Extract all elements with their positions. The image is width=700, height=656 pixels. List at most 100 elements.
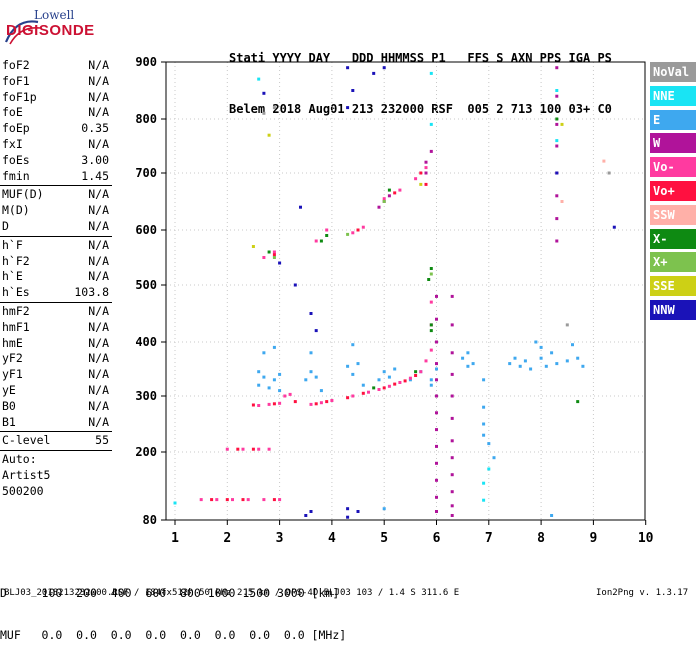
echo-point-x- — [272, 256, 276, 259]
echo-point-vo- — [225, 498, 229, 502]
autoscale-label: Auto: — [2, 452, 37, 467]
echo-point-vo- — [278, 498, 282, 502]
param-row: hmF2 N/A — [0, 304, 112, 320]
echo-point-nne — [487, 467, 491, 471]
param-value: 55 — [95, 433, 109, 448]
echo-point-vo- — [414, 374, 418, 377]
echo-point-e — [278, 372, 282, 376]
echo-point-nnw — [262, 91, 266, 95]
echo-point-e — [550, 351, 554, 355]
echo-point-noval — [272, 106, 276, 110]
echo-point-nne — [257, 77, 261, 81]
param-value: 103.8 — [74, 285, 109, 300]
echo-point-e — [408, 378, 412, 382]
echo-point-sse — [560, 122, 564, 126]
param-value: 1.45 — [81, 168, 109, 183]
echo-point-x- — [319, 239, 323, 243]
param-value: 0.35 — [81, 121, 109, 136]
echo-point-nnw — [309, 510, 313, 513]
param-row: fmin 1.45 — [0, 169, 112, 185]
param-row: foEp 0.35 — [0, 121, 112, 137]
echo-point-e — [272, 378, 276, 382]
echo-point-nnw — [382, 66, 386, 70]
echo-point-e — [257, 370, 261, 374]
echo-point-w — [435, 362, 438, 366]
echo-point-w — [450, 514, 454, 517]
param-name: foE — [2, 105, 23, 120]
param-name: C-level — [2, 433, 51, 448]
y-tick-label: 700 — [135, 166, 157, 180]
echo-point-w — [429, 149, 433, 153]
param-row: yE N/A — [0, 383, 112, 399]
echo-point-nnw — [346, 507, 350, 511]
logo-text-top: Lowell — [34, 8, 75, 22]
echo-point-e — [471, 362, 475, 366]
param-row: foE N/A — [0, 105, 112, 121]
echo-point-vo- — [246, 498, 250, 502]
echo-point-vo- — [429, 348, 433, 352]
echo-point-vo- — [283, 394, 287, 398]
separator — [0, 235, 112, 237]
echo-point-vo- — [251, 447, 255, 451]
param-value: N/A — [88, 398, 109, 413]
echo-point-x- — [325, 234, 329, 237]
echo-point-nnw — [346, 106, 350, 110]
echo-point-vo- — [225, 447, 229, 451]
param-row: hmF1 N/A — [0, 320, 112, 336]
param-value: N/A — [88, 335, 109, 350]
echo-point-vo- — [408, 376, 412, 380]
echo-point-w — [424, 171, 428, 175]
param-row: h`E N/A — [0, 269, 112, 285]
echo-point-vo- — [272, 402, 276, 406]
echo-point-vo- — [262, 256, 266, 259]
echo-point-e — [382, 507, 386, 511]
axis-ticks: 1 2 3 4 5 6 7 8 9 10 80 200 300 400 500 600 700 800 900 — [135, 55, 653, 546]
echo-point-nnw — [304, 514, 308, 517]
param-name: B0 — [2, 398, 16, 413]
echo-point-w — [450, 323, 454, 327]
echo-point-vo- — [272, 498, 276, 502]
param-row: yF1 N/A — [0, 367, 112, 383]
param-name: hmE — [2, 335, 23, 350]
echo-point-vo- — [278, 401, 282, 405]
echo-point-w — [450, 351, 454, 355]
echo-point-e — [309, 351, 313, 355]
param-name: B1 — [2, 414, 16, 429]
param-name: yE — [2, 382, 16, 397]
echo-point-vo- — [424, 182, 428, 186]
echo-point-vo- — [241, 447, 245, 451]
echo-point-w — [435, 495, 438, 499]
echo-point-e — [393, 367, 397, 371]
echo-point-nnw — [299, 205, 302, 209]
separator — [0, 450, 112, 452]
echo-point-vo- — [419, 171, 423, 175]
echo-point-w — [555, 122, 559, 126]
param-name: foF1p — [2, 89, 37, 104]
echo-point-nne — [173, 501, 177, 505]
echo-point-w — [387, 194, 391, 198]
echo-point-x- — [387, 188, 391, 192]
echo-point-e — [466, 351, 470, 355]
echo-point-w — [450, 294, 454, 298]
echo-point-e — [267, 386, 271, 390]
param-group-2: MUF(D) N/A M(D) N/A D N/A — [0, 187, 112, 234]
echo-point-sse — [267, 133, 271, 137]
separator — [0, 301, 112, 303]
echo-point-nne — [482, 481, 486, 485]
footer-table: D 100 200 400 600 800 1000 1500 3000 [km… — [0, 558, 346, 656]
echo-point-w — [450, 372, 454, 376]
echo-point-w — [450, 473, 454, 477]
echo-point-vo- — [267, 402, 271, 406]
echo-point-w — [555, 217, 559, 221]
param-value: N/A — [88, 319, 109, 334]
x-tick-label: 10 — [638, 531, 654, 546]
separator — [0, 185, 112, 187]
echo-point-x- — [414, 370, 418, 374]
y-tick-label: 400 — [135, 335, 157, 349]
echo-point-vo- — [393, 382, 397, 386]
param-name: hmF1 — [2, 319, 30, 334]
echo-point-x- — [429, 323, 433, 327]
echo-point-e — [571, 343, 574, 347]
echo-point-e — [482, 405, 486, 409]
echo-point-w — [435, 411, 438, 415]
